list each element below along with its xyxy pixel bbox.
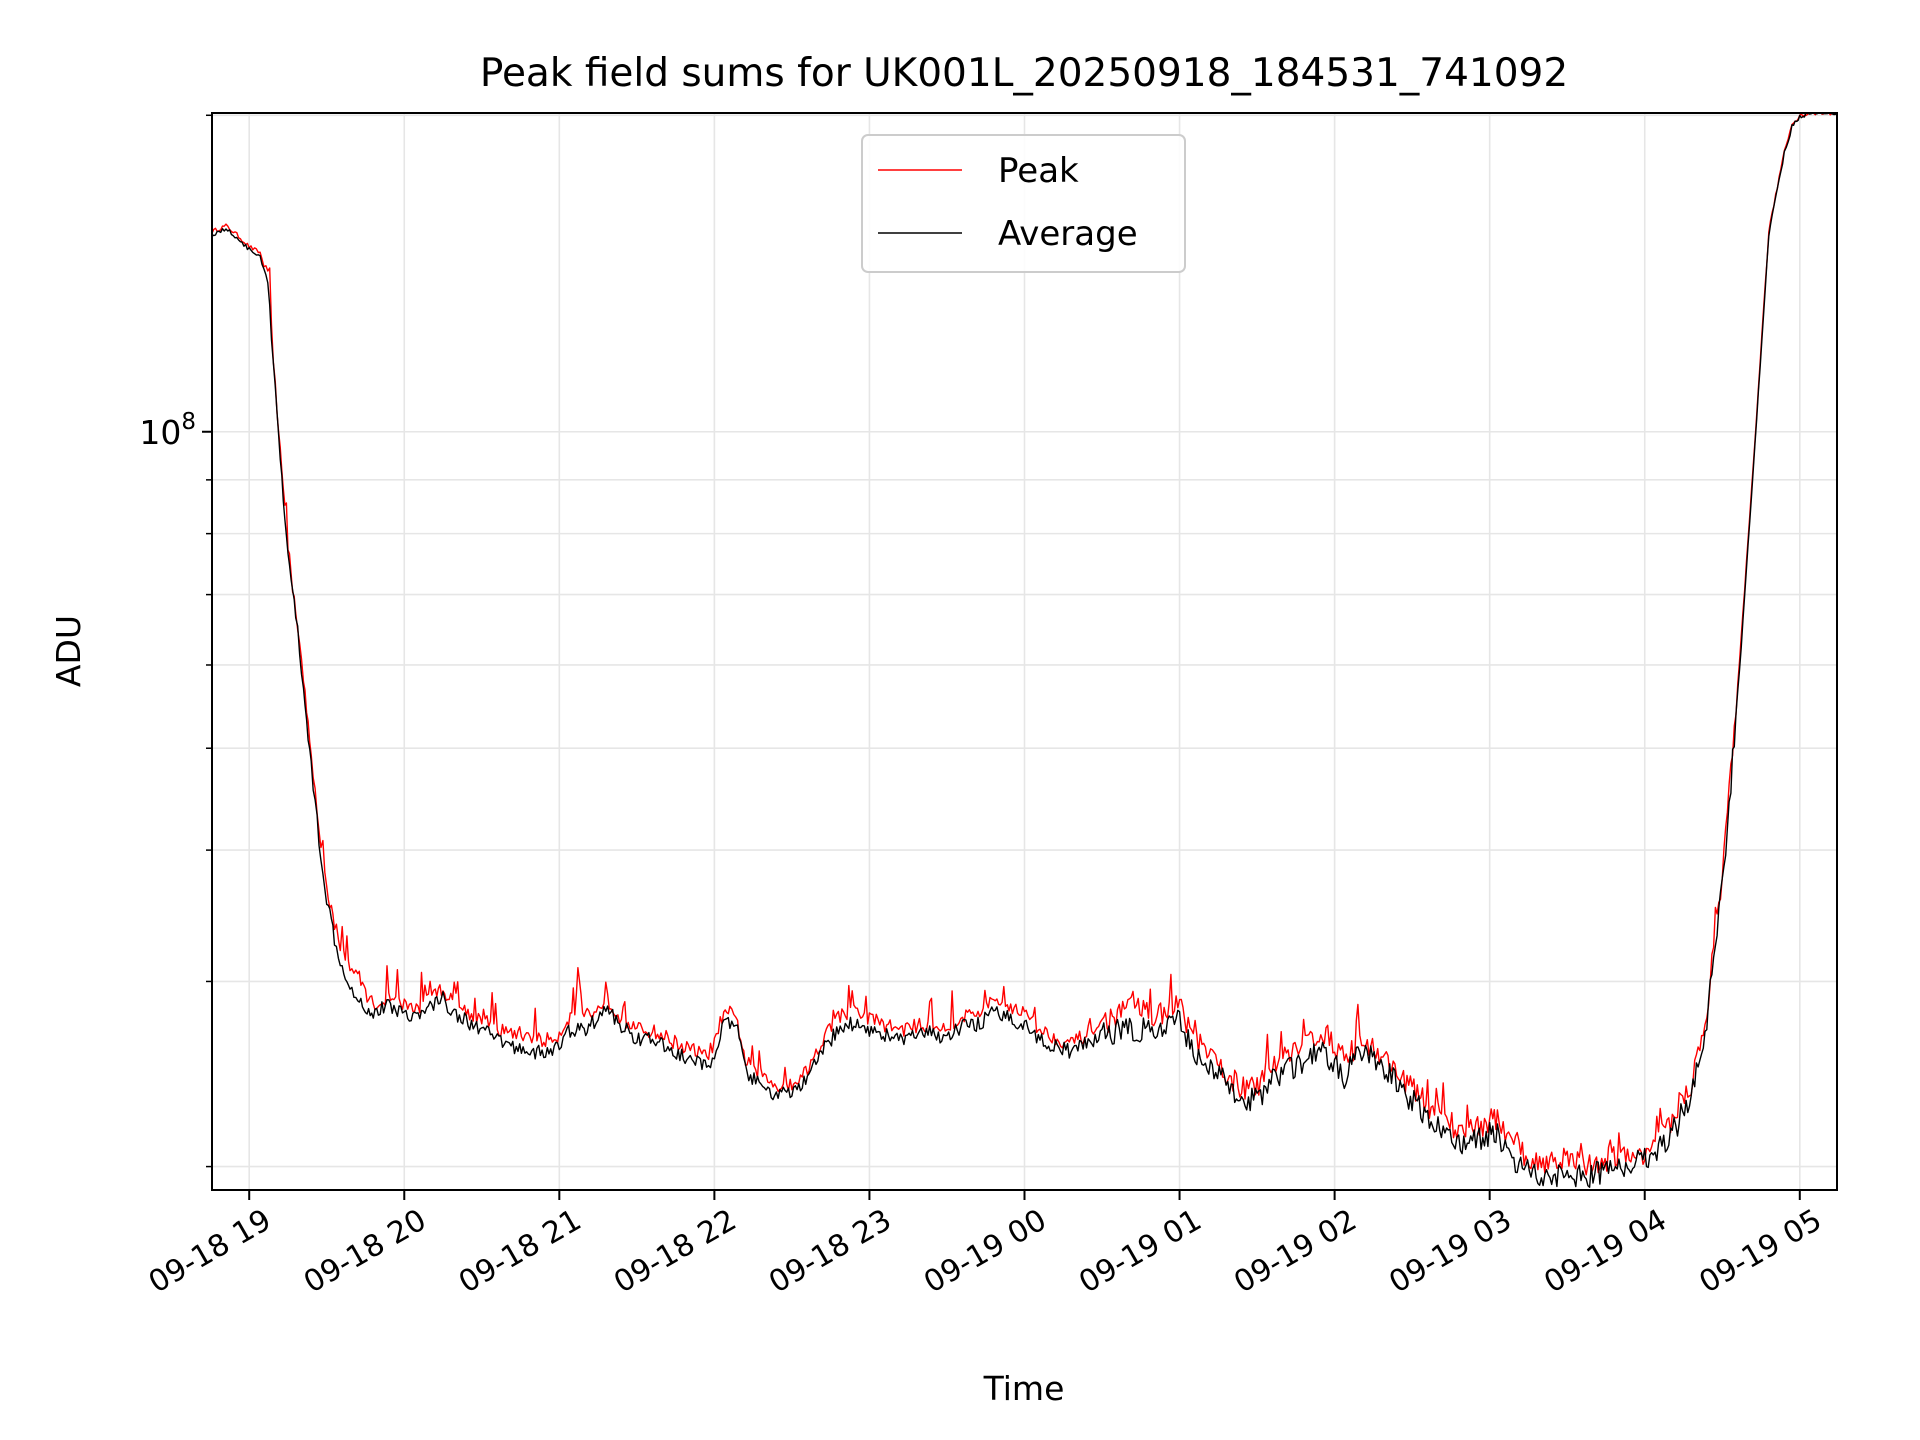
x-tick-label: 09-19 05 [1693,1203,1827,1301]
x-tick-label: 09-18 23 [763,1203,897,1301]
x-tick-label: 09-18 19 [143,1203,277,1301]
grid-lines [212,113,1837,1190]
x-tick-label: 09-19 02 [1228,1203,1362,1301]
x-tick-label: 09-19 01 [1073,1203,1207,1301]
legend-label-average: Average [998,214,1138,254]
y-tick-label: 108 [139,409,196,452]
x-tick-label: 09-18 22 [608,1203,742,1301]
x-tick-label: 09-19 03 [1383,1203,1517,1301]
x-tick-label: 09-18 20 [298,1203,432,1301]
x-tick-label: 09-18 21 [453,1203,587,1301]
axis-ticks: 09-18 19 09-18 20 09-18 21 09-18 22 09-18 23… [139,114,1828,1301]
series-line-peak [212,113,1837,1176]
series-layer [212,113,1837,1188]
x-axis-label: Time [983,1369,1065,1408]
legend-label-peak: Peak [998,151,1079,191]
y-axis-label: ADU [49,615,88,687]
series-line-average [212,113,1837,1188]
legend: Peak Average [861,134,1186,273]
x-tick-label: 09-19 00 [918,1203,1052,1301]
chart-title: Peak field sums for UK001L_20250918_1845… [480,51,1568,96]
x-tick-label: 09-19 04 [1538,1203,1672,1301]
